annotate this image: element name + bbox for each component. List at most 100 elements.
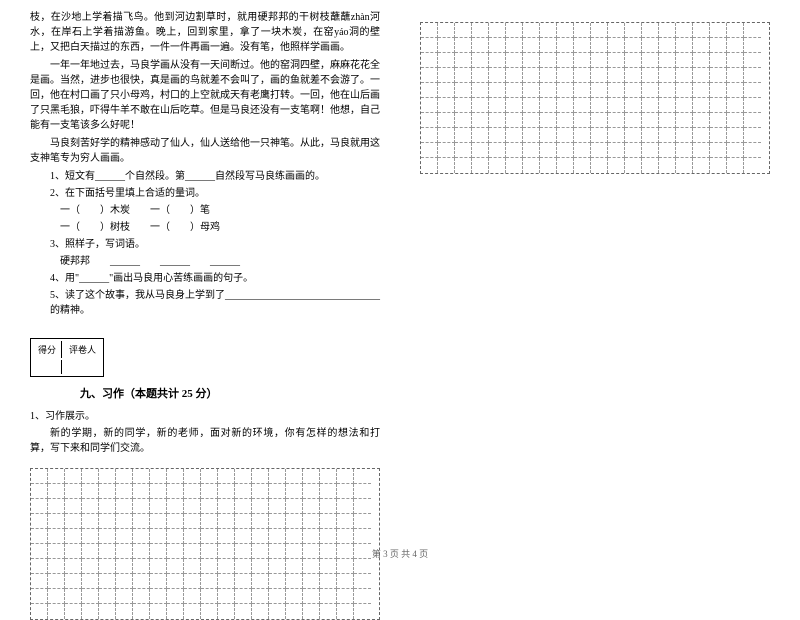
grid-cell xyxy=(506,53,523,68)
grid-cell xyxy=(574,23,591,38)
reviewer-blank xyxy=(64,360,101,374)
grid-cell xyxy=(31,469,48,484)
grid-cell xyxy=(201,574,218,589)
grid-cell xyxy=(201,514,218,529)
grid-cell xyxy=(608,83,625,98)
grid-cell xyxy=(235,514,252,529)
question-3a: 硬邦邦 ______ ______ ______ xyxy=(60,254,380,269)
grid-cell xyxy=(150,499,167,514)
grid-cell xyxy=(218,604,235,619)
grid-cell xyxy=(167,484,184,499)
grid-row xyxy=(31,514,379,529)
grid-cell xyxy=(557,143,574,158)
grid-cell xyxy=(676,98,693,113)
grid-row xyxy=(421,113,769,128)
grid-cell xyxy=(303,529,320,544)
grid-cell xyxy=(608,38,625,53)
grid-cell xyxy=(455,98,472,113)
grid-cell xyxy=(286,529,303,544)
grid-cell xyxy=(455,113,472,128)
grid-cell xyxy=(455,53,472,68)
grid-cell xyxy=(320,484,337,499)
grid-cell xyxy=(303,574,320,589)
grid-cell xyxy=(133,559,150,574)
grid-cell xyxy=(489,83,506,98)
grid-cell xyxy=(744,68,761,83)
grid-cell xyxy=(320,499,337,514)
grid-cell xyxy=(557,23,574,38)
grid-cell xyxy=(540,113,557,128)
grid-cell xyxy=(642,158,659,173)
grid-cell xyxy=(133,529,150,544)
grid-cell xyxy=(642,113,659,128)
grid-cell xyxy=(608,98,625,113)
grid-cell xyxy=(659,158,676,173)
grid-cell xyxy=(744,23,761,38)
grid-cell xyxy=(31,604,48,619)
grid-row xyxy=(31,484,379,499)
grid-cell xyxy=(438,128,455,143)
grid-cell xyxy=(574,38,591,53)
grid-cell xyxy=(523,143,540,158)
grid-cell xyxy=(269,604,286,619)
grid-cell xyxy=(727,83,744,98)
grid-cell xyxy=(320,604,337,619)
grid-cell xyxy=(48,574,65,589)
grid-cell xyxy=(82,514,99,529)
grid-row xyxy=(421,143,769,158)
grid-cell xyxy=(320,469,337,484)
grid-cell xyxy=(744,143,761,158)
grid-cell xyxy=(252,574,269,589)
grid-cell xyxy=(167,499,184,514)
grid-cell xyxy=(523,53,540,68)
grid-cell xyxy=(99,604,116,619)
question-2a: 一（ ）木炭 一（ ）笔 xyxy=(60,203,380,218)
grid-cell xyxy=(727,113,744,128)
grid-cell xyxy=(710,53,727,68)
grid-cell xyxy=(184,589,201,604)
grid-cell xyxy=(472,53,489,68)
grid-cell xyxy=(455,68,472,83)
grid-cell xyxy=(693,158,710,173)
grid-cell xyxy=(421,38,438,53)
grid-cell xyxy=(286,589,303,604)
grid-cell xyxy=(48,589,65,604)
grid-row xyxy=(421,83,769,98)
grid-cell xyxy=(218,484,235,499)
grid-cell xyxy=(48,469,65,484)
grid-cell xyxy=(184,484,201,499)
grid-cell xyxy=(337,604,354,619)
grid-cell xyxy=(676,128,693,143)
grid-cell xyxy=(421,53,438,68)
grid-cell xyxy=(421,158,438,173)
question-1: 1、短文有______个自然段。第______自然段写马良练画画的。 xyxy=(50,169,380,184)
grid-cell xyxy=(31,514,48,529)
grid-cell xyxy=(472,113,489,128)
grid-row xyxy=(31,529,379,544)
grid-cell xyxy=(116,559,133,574)
grid-cell xyxy=(574,53,591,68)
grid-cell xyxy=(710,158,727,173)
grid-cell xyxy=(472,38,489,53)
grid-cell xyxy=(99,469,116,484)
grid-row xyxy=(421,128,769,143)
grid-cell xyxy=(489,23,506,38)
grid-cell xyxy=(82,589,99,604)
grid-cell xyxy=(218,514,235,529)
grid-cell xyxy=(693,128,710,143)
grid-cell xyxy=(506,143,523,158)
grid-cell xyxy=(506,83,523,98)
grid-cell xyxy=(82,574,99,589)
grid-cell xyxy=(167,559,184,574)
grid-cell xyxy=(184,529,201,544)
grid-cell xyxy=(150,469,167,484)
grid-cell xyxy=(693,98,710,113)
grid-cell xyxy=(438,53,455,68)
grid-cell xyxy=(337,514,354,529)
grid-cell xyxy=(421,143,438,158)
grid-cell xyxy=(693,68,710,83)
grid-cell xyxy=(184,514,201,529)
grid-cell xyxy=(438,68,455,83)
grid-cell xyxy=(218,589,235,604)
grid-cell xyxy=(591,143,608,158)
